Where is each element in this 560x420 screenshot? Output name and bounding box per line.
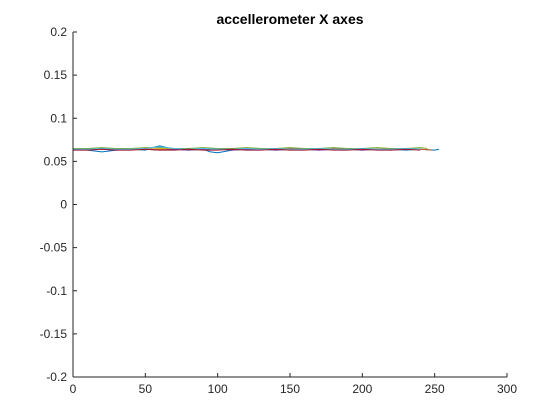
y-tick-label: -0.2 (46, 370, 67, 384)
x-tick-label: 100 (208, 382, 228, 396)
x-tick-label: 50 (139, 382, 153, 396)
y-tick-label: 0.2 (50, 25, 67, 39)
y-tick-label: 0.05 (44, 154, 68, 168)
x-tick-label: 0 (70, 382, 77, 396)
x-tick-label: 150 (280, 382, 300, 396)
x-tick-label: 250 (425, 382, 445, 396)
series-layer (72, 145, 440, 154)
ticks-layer: 0 50 100 150 200 250 300 -0.2 -0.15 -0.1 -0.05 0 0.0… (40, 25, 518, 396)
y-tick-label: 0 (60, 198, 67, 212)
series-line-7 (73, 148, 421, 151)
y-tick-label: -0.15 (40, 327, 68, 341)
series-line-5 (73, 147, 428, 149)
x-tick-label: 300 (497, 382, 517, 396)
y-tick-label: 0.15 (44, 68, 68, 82)
x-tick-label: 200 (352, 382, 372, 396)
y-tick-label: -0.05 (40, 241, 68, 255)
series-line-6 (73, 146, 421, 150)
y-tick-label: 0.1 (50, 111, 67, 125)
y-tick-label: -0.1 (46, 284, 67, 298)
chart-title: accellerometer X axes (216, 11, 363, 27)
